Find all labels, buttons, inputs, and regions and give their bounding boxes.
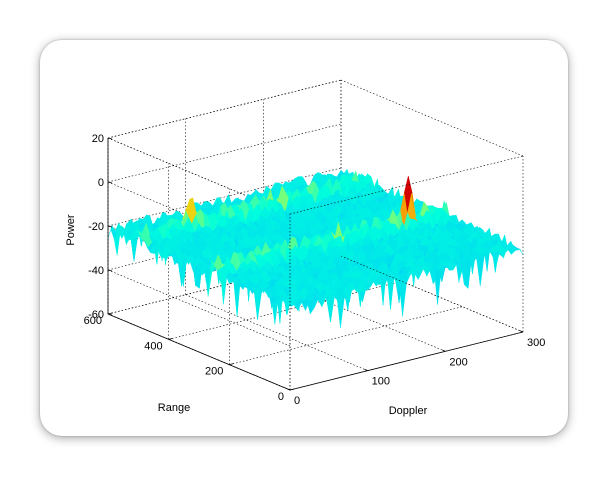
x-tick [519,330,524,333]
x-tick [364,368,368,372]
surface-mesh [107,168,524,329]
x-axis-label: Doppler [389,405,428,417]
y-axis-label: Range [158,402,190,414]
z-tick-label: -40 [88,265,104,277]
z-tick-label: 20 [92,133,104,145]
box-edge [340,79,524,157]
z-tick [107,269,113,272]
x-tick-label: 100 [372,376,390,388]
y-tick-label: 0 [278,391,284,403]
x-tick-label: 200 [449,356,467,368]
surface-patch [516,248,524,255]
z-tick-label: 0 [98,177,104,189]
surface-patch [220,265,228,305]
y-tick [229,363,234,366]
chart-frame: 0 100 200 300 0 200 400 600 -60 -40 -20 0 20 Doppler… [40,40,568,436]
y-tick [289,388,295,391]
grid-line [229,306,463,365]
z-tick-label: -60 [88,309,104,321]
z-tick-label: -20 [88,221,104,233]
y-tick [168,337,173,340]
z-tick [107,225,113,228]
grid-line [107,123,342,183]
grid-line [263,275,446,352]
x-tick-label: 0 [294,395,300,407]
y-axis-line [107,313,291,391]
x-tick [442,349,446,352]
y-tick-label: 200 [205,366,223,378]
box-edge [107,79,342,139]
grid-line [107,269,291,347]
z-tick [107,137,113,140]
surface-patch [434,267,442,305]
grid-line [185,294,368,371]
x-tick-label: 300 [527,337,545,349]
z-tick [107,181,113,184]
z-tick [107,313,113,316]
z-axis-label: Power [65,214,77,246]
y-tick-label: 400 [144,340,162,352]
